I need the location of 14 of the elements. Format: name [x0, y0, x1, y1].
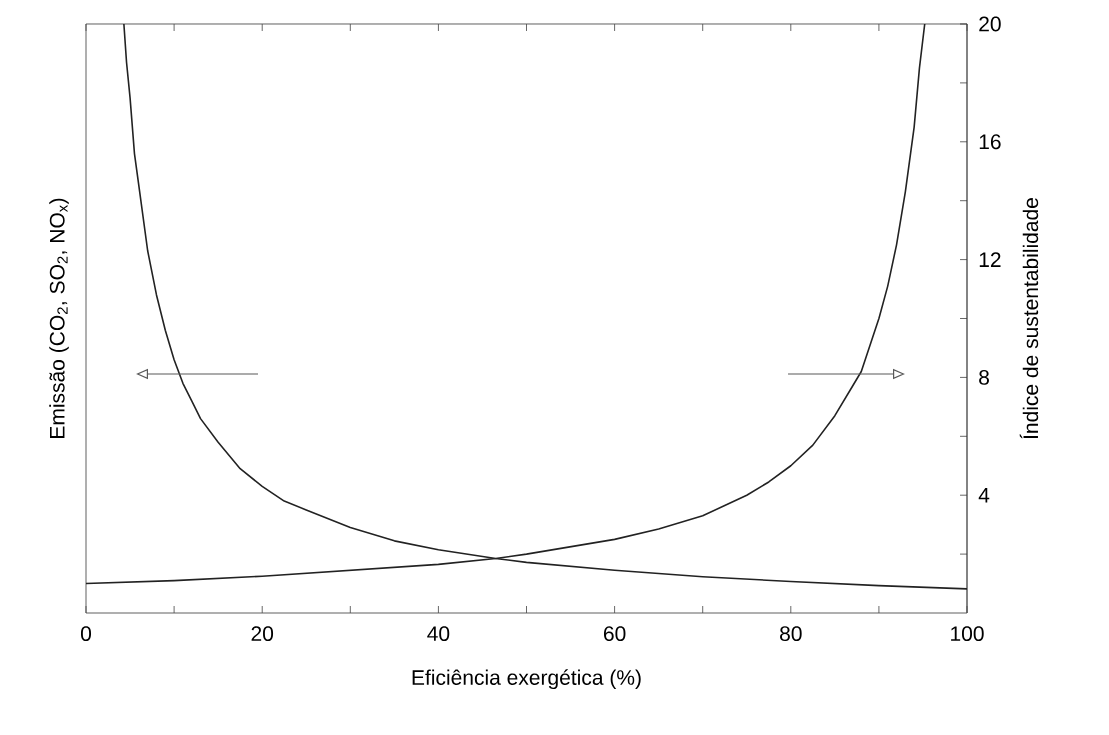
x-axis-title: Eficiência exergética (%) [412, 669, 641, 690]
y-axis-title: Emissão (CO$_{2}$, SO$_{2}$, NO$_{x}$) [49, 198, 69, 438]
x-tick-label: 80 [780, 626, 802, 642]
y2-tick-label: 8 [979, 369, 989, 385]
y2-tick-label: 20 [979, 16, 1001, 32]
x-tick-label: 0 [80, 626, 92, 642]
x-tick-label: 100 [951, 626, 984, 642]
x-tick-label: 60 [603, 626, 626, 642]
y2-tick-label: 4 [978, 487, 990, 503]
x-tick-label: 20 [251, 626, 274, 642]
y2-tick-label: 16 [979, 134, 1001, 150]
x-tick-label: 40 [427, 626, 450, 642]
y2-tick-label: 12 [979, 252, 1001, 267]
y2-axis-title: Índice de sustentabilidade [1019, 198, 1039, 439]
